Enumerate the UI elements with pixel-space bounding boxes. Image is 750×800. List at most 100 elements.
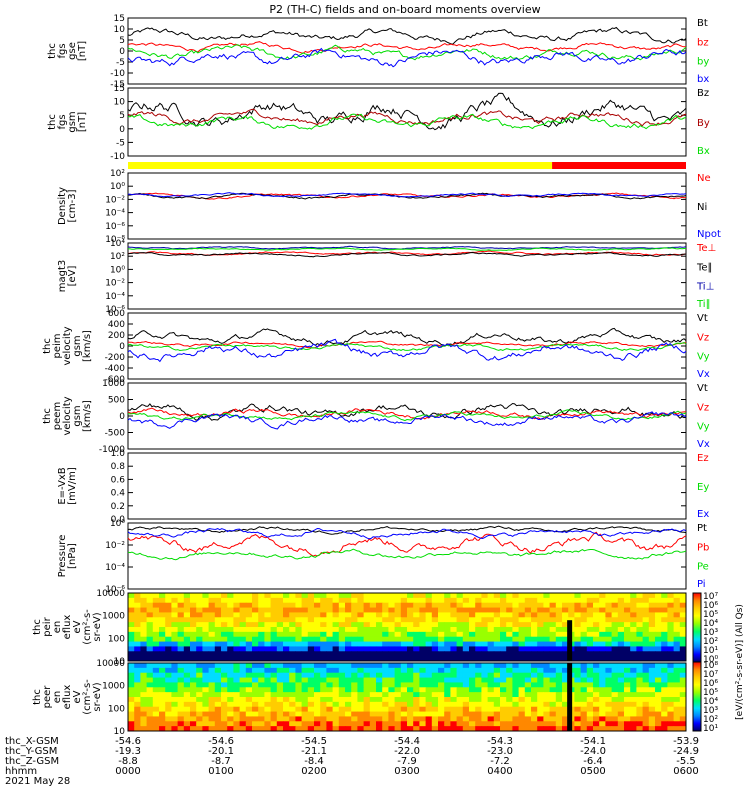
heatmap-cell bbox=[642, 672, 650, 679]
heatmap-cell bbox=[233, 631, 241, 638]
heatmap-cell bbox=[152, 627, 160, 633]
heatmap-cell bbox=[667, 701, 675, 708]
heatmap-cell bbox=[307, 607, 315, 613]
heatmap-cell bbox=[363, 672, 371, 679]
heatmap-cell bbox=[438, 631, 445, 638]
heatmap-cell bbox=[221, 721, 228, 727]
heatmap-cell bbox=[159, 641, 166, 647]
heatmap-cell bbox=[332, 697, 340, 703]
heatmap-cell bbox=[655, 627, 662, 633]
heatmap-cell bbox=[524, 726, 532, 732]
heatmap-cell bbox=[314, 687, 321, 693]
heatmap-cell bbox=[679, 602, 687, 609]
heatmap-cell bbox=[326, 593, 334, 599]
heatmap-cell bbox=[190, 677, 197, 683]
heatmap-cell bbox=[171, 641, 179, 647]
heatmap-cell bbox=[673, 711, 681, 717]
heatmap-cell bbox=[382, 631, 389, 638]
heatmap-cell bbox=[679, 711, 687, 717]
heatmap-cell bbox=[679, 721, 687, 727]
heatmap-cell bbox=[134, 593, 141, 599]
heatmap-cell bbox=[295, 672, 303, 679]
heatmap-cell bbox=[475, 636, 482, 643]
heatmap-cell bbox=[413, 667, 420, 674]
heatmap-cell bbox=[283, 607, 290, 613]
heatmap-cell bbox=[481, 697, 489, 703]
heatmap-cell bbox=[493, 701, 501, 708]
heatmap-cell bbox=[555, 677, 563, 683]
heatmap-cell bbox=[431, 706, 439, 713]
heatmap-cell bbox=[500, 622, 507, 628]
heatmap-cell bbox=[221, 667, 228, 674]
heatmap-cell bbox=[469, 617, 476, 623]
heatmap-cell bbox=[431, 631, 439, 638]
heatmap-cell bbox=[549, 711, 557, 717]
heatmap-cell bbox=[617, 716, 625, 722]
heatmap-cell bbox=[171, 651, 179, 657]
heatmap-cell bbox=[425, 651, 433, 657]
y-axis-label: [nT] bbox=[77, 41, 88, 61]
heatmap-cell bbox=[369, 641, 377, 647]
heatmap-cell bbox=[407, 627, 414, 633]
heatmap-cell bbox=[307, 612, 315, 618]
heatmap-cell bbox=[227, 646, 234, 652]
heatmap-cell bbox=[574, 593, 582, 599]
heatmap-cell bbox=[214, 667, 222, 674]
heatmap-cell bbox=[407, 697, 414, 703]
heatmap-cell bbox=[326, 716, 334, 722]
heatmap-cell bbox=[326, 682, 334, 688]
heatmap-cell bbox=[580, 711, 588, 717]
heatmap-cell bbox=[500, 663, 507, 669]
heatmap-cell bbox=[549, 651, 557, 657]
heatmap-cell bbox=[487, 631, 495, 638]
heatmap-cell bbox=[345, 597, 352, 604]
heatmap-cell bbox=[190, 697, 197, 703]
heatmap-cell bbox=[208, 672, 216, 679]
heatmap-cell bbox=[301, 697, 309, 703]
heatmap-cell bbox=[388, 667, 396, 674]
heatmap-cell bbox=[518, 682, 526, 688]
heatmap-cell bbox=[438, 706, 445, 713]
series-Vt bbox=[127, 327, 687, 347]
heatmap-cell bbox=[425, 726, 433, 732]
heatmap-cell bbox=[227, 701, 234, 708]
heatmap-cell bbox=[252, 607, 259, 613]
heatmap-cell bbox=[208, 701, 216, 708]
heatmap-cell bbox=[469, 602, 476, 609]
heatmap-cell bbox=[196, 636, 203, 643]
heatmap-cell bbox=[357, 687, 365, 693]
heatmap-cell bbox=[562, 607, 569, 613]
heatmap-cell bbox=[667, 597, 675, 604]
heatmap-cell bbox=[586, 687, 594, 693]
heatmap-cell bbox=[221, 602, 228, 609]
heatmap-cell bbox=[524, 656, 532, 662]
heatmap-cell bbox=[307, 726, 315, 732]
heatmap-cell bbox=[146, 636, 154, 643]
heatmap-cell bbox=[667, 721, 675, 727]
heatmap-cell bbox=[469, 682, 476, 688]
y-tick-label: 10⁴ bbox=[110, 239, 125, 249]
heatmap-cell bbox=[419, 636, 427, 643]
heatmap-cell bbox=[667, 607, 675, 613]
heatmap-cell bbox=[543, 627, 551, 633]
heatmap-cell bbox=[419, 631, 427, 638]
heatmap-cell bbox=[512, 617, 520, 623]
heatmap-cell bbox=[444, 682, 451, 688]
heatmap-cell bbox=[264, 641, 272, 647]
heatmap-cell bbox=[500, 612, 507, 618]
heatmap-cell bbox=[307, 656, 315, 662]
heatmap-cell bbox=[537, 697, 544, 703]
heatmap-cell bbox=[481, 692, 489, 698]
heatmap-cell bbox=[394, 721, 402, 727]
heatmap-cell bbox=[679, 617, 687, 623]
heatmap-cell bbox=[208, 646, 216, 652]
heatmap-cell bbox=[648, 711, 656, 717]
heatmap-cell bbox=[382, 726, 389, 732]
heatmap-cell bbox=[537, 711, 544, 717]
heatmap-cell bbox=[580, 697, 588, 703]
heatmap-cell bbox=[140, 622, 148, 628]
heatmap-cell bbox=[283, 721, 290, 727]
heatmap-cell bbox=[146, 697, 154, 703]
heatmap-cell bbox=[283, 711, 290, 717]
heatmap-cell bbox=[605, 602, 613, 609]
